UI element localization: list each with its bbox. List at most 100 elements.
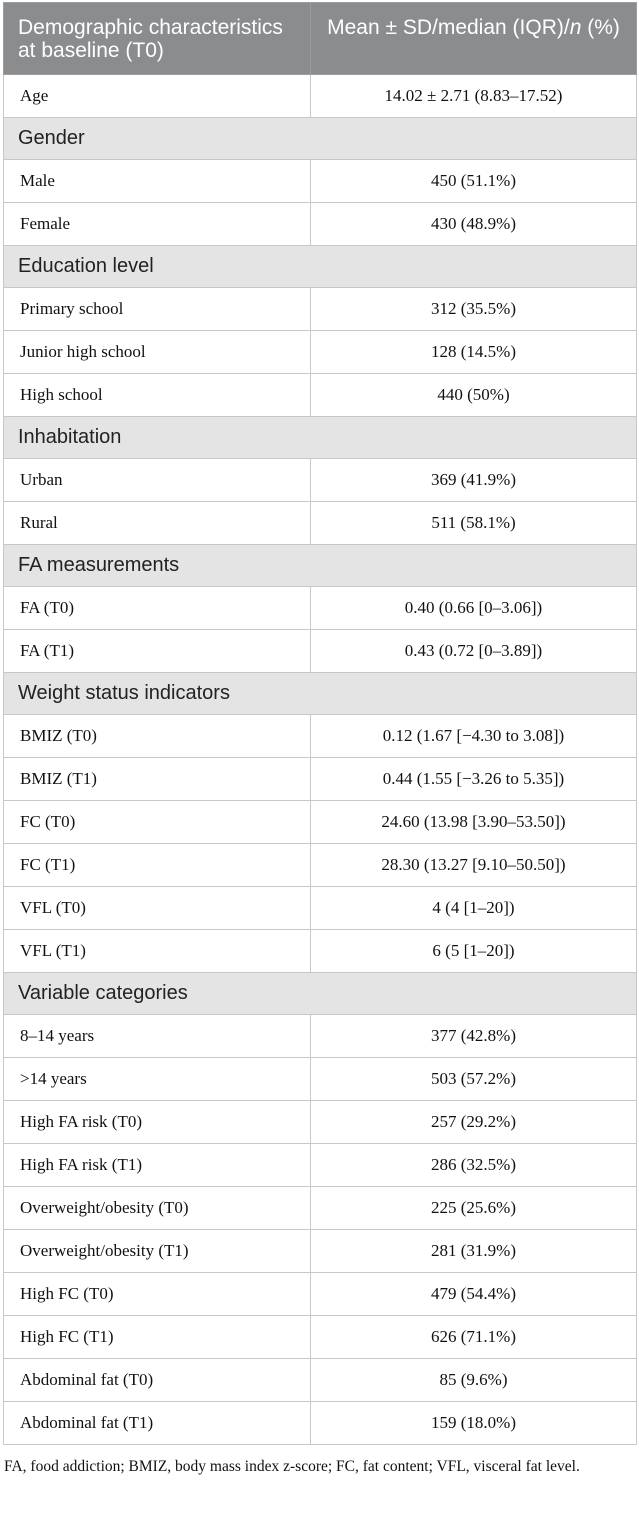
table-row: High school 440 (50%) [3,373,637,417]
row-value: 0.12 (1.67 [−4.30 to 3.08]) [310,714,637,758]
row-label: >14 years [3,1057,311,1101]
row-label: 8–14 years [3,1014,311,1058]
row-value: 511 (58.1%) [310,501,637,545]
section-row: Inhabitation [3,416,637,459]
row-label: FA (T0) [3,586,311,630]
section-row: FA measurements [3,544,637,587]
row-value: 28.30 (13.27 [9.10–50.50]) [310,843,637,887]
header-statistics: Mean ± SD/median (IQR)/n (%) [310,2,637,75]
row-label: FC (T0) [3,800,311,844]
demographics-table: Demographic characteristics at baseline … [3,2,637,1445]
row-label: High school [3,373,311,417]
row-label: High FC (T0) [3,1272,311,1316]
table-row: FA (T0) 0.40 (0.66 [0–3.06]) [3,586,637,630]
table-row: >14 years 503 (57.2%) [3,1057,637,1101]
table-footnote: FA, food addiction; BMIZ, body mass inde… [4,1458,580,1475]
row-label: Age [3,74,311,118]
table-row: Overweight/obesity (T0) 225 (25.6%) [3,1186,637,1230]
row-label: Urban [3,458,311,502]
table-row: FC (T1) 28.30 (13.27 [9.10–50.50]) [3,843,637,887]
row-value: 4 (4 [1–20]) [310,886,637,930]
row-value: 312 (35.5%) [310,287,637,331]
table-row: VFL (T1) 6 (5 [1–20]) [3,929,637,973]
row-label: FC (T1) [3,843,311,887]
header-characteristics: Demographic characteristics at baseline … [3,2,311,75]
row-label: Abdominal fat (T0) [3,1358,311,1402]
row-value: 0.40 (0.66 [0–3.06]) [310,586,637,630]
table-row: VFL (T0) 4 (4 [1–20]) [3,886,637,930]
row-label: High FA risk (T0) [3,1100,311,1144]
row-label: Male [3,159,311,203]
table-row: Junior high school 128 (14.5%) [3,330,637,374]
table-row: High FC (T0) 479 (54.4%) [3,1272,637,1316]
row-label: VFL (T1) [3,929,311,973]
section-heading: FA measurements [3,544,637,587]
header-stat-n: n [569,16,582,39]
section-heading: Inhabitation [3,416,637,459]
table-row: Abdominal fat (T1) 159 (18.0%) [3,1401,637,1445]
row-label: High FA risk (T1) [3,1143,311,1187]
row-label: BMIZ (T1) [3,757,311,801]
row-value: 0.44 (1.55 [−3.26 to 5.35]) [310,757,637,801]
row-value: 159 (18.0%) [310,1401,637,1445]
header-stat-text: Mean ± SD/median (IQR)/ [327,16,570,39]
table-row: Male 450 (51.1%) [3,159,637,203]
table-row: Overweight/obesity (T1) 281 (31.9%) [3,1229,637,1273]
section-row: Gender [3,117,637,160]
table-row: FC (T0) 24.60 (13.98 [3.90–53.50]) [3,800,637,844]
row-value: 369 (41.9%) [310,458,637,502]
table-row: Female 430 (48.9%) [3,202,637,246]
row-label: High FC (T1) [3,1315,311,1359]
section-row: Variable categories [3,972,637,1015]
row-label: Abdominal fat (T1) [3,1401,311,1445]
row-value: 14.02 ± 2.71 (8.83–17.52) [310,74,637,118]
table-row: High FA risk (T0) 257 (29.2%) [3,1100,637,1144]
row-label: BMIZ (T0) [3,714,311,758]
row-value: 85 (9.6%) [310,1358,637,1402]
row-value: 479 (54.4%) [310,1272,637,1316]
table-row: BMIZ (T1) 0.44 (1.55 [−3.26 to 5.35]) [3,757,637,801]
row-value: 24.60 (13.98 [3.90–53.50]) [310,800,637,844]
section-row: Weight status indicators [3,672,637,715]
row-value: 225 (25.6%) [310,1186,637,1230]
table-header-row: Demographic characteristics at baseline … [3,2,637,75]
table-row: Rural 511 (58.1%) [3,501,637,545]
section-heading: Gender [3,117,637,160]
row-value: 286 (32.5%) [310,1143,637,1187]
row-value: 257 (29.2%) [310,1100,637,1144]
row-value: 503 (57.2%) [310,1057,637,1101]
table-row: FA (T1) 0.43 (0.72 [0–3.89]) [3,629,637,673]
table-row: High FA risk (T1) 286 (32.5%) [3,1143,637,1187]
table-row: High FC (T1) 626 (71.1%) [3,1315,637,1359]
row-value: 6 (5 [1–20]) [310,929,637,973]
row-value: 281 (31.9%) [310,1229,637,1273]
table-row: BMIZ (T0) 0.12 (1.67 [−4.30 to 3.08]) [3,714,637,758]
row-value: 440 (50%) [310,373,637,417]
table-row: Abdominal fat (T0) 85 (9.6%) [3,1358,637,1402]
row-value: 128 (14.5%) [310,330,637,374]
table-row: 8–14 years 377 (42.8%) [3,1014,637,1058]
section-heading: Variable categories [3,972,637,1015]
table-row: Primary school 312 (35.5%) [3,287,637,331]
row-label: FA (T1) [3,629,311,673]
row-value: 626 (71.1%) [310,1315,637,1359]
row-label: Overweight/obesity (T0) [3,1186,311,1230]
row-label: Junior high school [3,330,311,374]
row-label: Rural [3,501,311,545]
table-container: Demographic characteristics at baseline … [3,2,637,1479]
row-value: 0.43 (0.72 [0–3.89]) [310,629,637,673]
table-body: Age 14.02 ± 2.71 (8.83–17.52) Gender Male 45… [3,74,637,1445]
row-value: 377 (42.8%) [310,1014,637,1058]
row-label: Female [3,202,311,246]
row-label: VFL (T0) [3,886,311,930]
table-row: Urban 369 (41.9%) [3,458,637,502]
table-row: Age 14.02 ± 2.71 (8.83–17.52) [3,74,637,118]
header-stat-pct: (%) [581,16,620,39]
row-value: 430 (48.9%) [310,202,637,246]
section-heading: Weight status indicators [3,672,637,715]
row-label: Overweight/obesity (T1) [3,1229,311,1273]
section-heading: Education level [3,245,637,288]
row-value: 450 (51.1%) [310,159,637,203]
section-row: Education level [3,245,637,288]
row-label: Primary school [3,287,311,331]
